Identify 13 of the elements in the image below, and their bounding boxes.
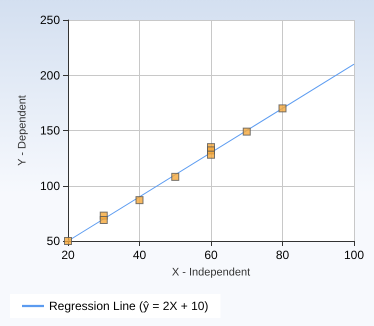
x-tick-label: 80 — [276, 248, 290, 262]
y-tick-label: 200 — [40, 68, 60, 82]
y-tick-label: 150 — [40, 124, 60, 138]
x-tick-label: 60 — [204, 248, 218, 262]
x-axis-title: X - Independent — [172, 266, 250, 278]
x-tick-label: 40 — [132, 248, 146, 262]
y-axis-title: Y - Dependent — [16, 95, 28, 166]
x-tick-label: 100 — [344, 248, 364, 262]
y-tick-label: 100 — [40, 178, 60, 193]
x-tick-label: 20 — [61, 248, 75, 262]
y-tick-label: 50 — [46, 234, 60, 248]
legend-label: Regression Line (ŷ = 2X + 10) — [49, 299, 208, 313]
y-tick-label: 250 — [40, 13, 60, 27]
